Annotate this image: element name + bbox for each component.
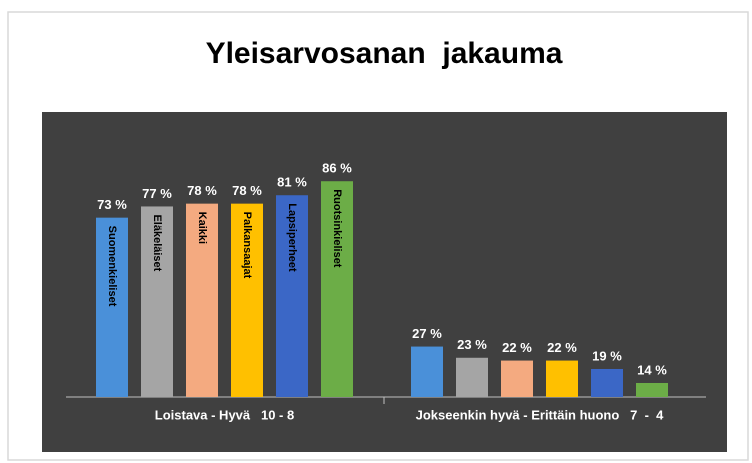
series-label: Kaikki [196, 212, 208, 244]
bar [276, 195, 308, 397]
bar [141, 206, 173, 397]
bar [96, 217, 128, 397]
data-label: 77 % [142, 186, 172, 201]
bar [546, 360, 578, 397]
data-label: 27 % [412, 326, 442, 341]
data-label: 73 % [97, 197, 127, 212]
bar [321, 181, 353, 397]
series-label: Eläkeläiset [151, 214, 163, 271]
data-label: 22 % [502, 340, 532, 355]
x-tick-label: Jokseenkin hyvä - Erittäin huono 7 - 4 [416, 407, 665, 422]
data-label: 81 % [277, 175, 307, 190]
series-label: Suomenkieliset [106, 226, 118, 307]
bar [501, 360, 533, 397]
data-label: 23 % [457, 337, 487, 352]
series-label: Lapsiperheet [286, 203, 298, 272]
series-label: Palkansaajat [241, 212, 253, 279]
bar [231, 203, 263, 397]
data-label: 78 % [187, 183, 217, 198]
bar [636, 382, 668, 397]
bar [186, 203, 218, 397]
bar [456, 357, 488, 397]
series-label: Ruotsinkieliset [331, 189, 343, 268]
data-label: 14 % [637, 362, 667, 377]
data-label: 22 % [547, 340, 577, 355]
bar [591, 368, 623, 397]
bar [411, 346, 443, 397]
data-label: 86 % [322, 161, 352, 176]
chart-title: Yleisarvosanan jakauma [206, 37, 563, 70]
data-label: 78 % [232, 183, 262, 198]
data-label: 19 % [592, 348, 622, 363]
x-tick-label: Loistava - Hyvä 10 - 8 [155, 407, 294, 422]
